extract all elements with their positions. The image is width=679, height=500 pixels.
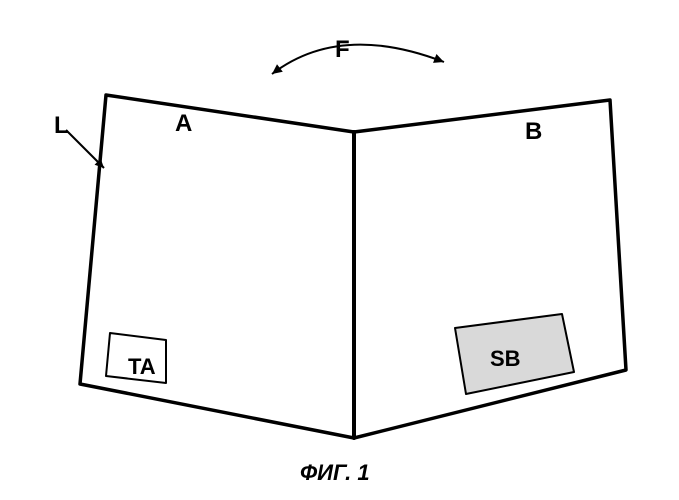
diagram-stage: L A B F TA SB ФИГ. 1 bbox=[0, 0, 679, 500]
label-SB: SB bbox=[490, 346, 521, 372]
label-TA: TA bbox=[128, 354, 156, 380]
label-B: B bbox=[525, 118, 542, 146]
panel-a bbox=[80, 95, 354, 438]
label-L: L bbox=[54, 112, 69, 140]
label-A: A bbox=[175, 110, 192, 138]
diagram-svg bbox=[0, 0, 679, 500]
arc-f-head-left bbox=[272, 64, 283, 74]
figure-caption: ФИГ. 1 bbox=[300, 460, 370, 486]
arc-f bbox=[272, 45, 444, 74]
label-F: F bbox=[335, 36, 350, 64]
